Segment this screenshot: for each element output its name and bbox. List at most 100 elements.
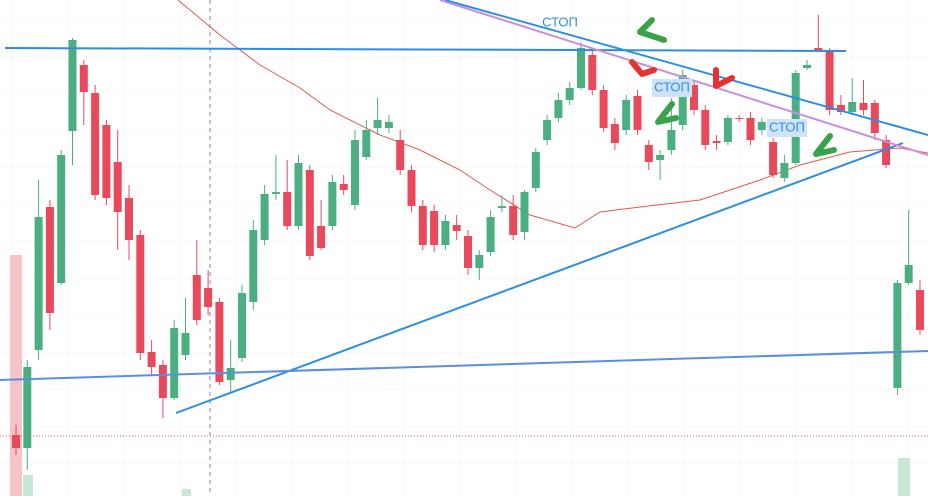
candle-body <box>667 130 676 150</box>
candle-body <box>565 88 574 100</box>
arrow <box>655 101 679 125</box>
candle-body <box>520 192 529 232</box>
candle-body <box>204 288 213 307</box>
annotation-box <box>767 119 807 137</box>
candle-body <box>294 163 303 226</box>
candle-body <box>904 265 913 283</box>
candle-body <box>622 100 631 130</box>
candles <box>12 15 924 470</box>
arrow <box>637 17 667 43</box>
drawings <box>0 0 928 414</box>
candle-body <box>418 206 427 245</box>
candle-body <box>328 182 337 226</box>
candle-body <box>554 100 563 118</box>
trend-line <box>175 142 904 414</box>
candle-body <box>690 85 698 110</box>
candle-body <box>158 365 167 398</box>
candle-body <box>68 40 77 131</box>
candle-body <box>475 255 484 268</box>
candle-body <box>441 221 450 245</box>
candle-body <box>407 170 416 206</box>
candle-body <box>735 118 744 119</box>
candle-body <box>238 293 246 358</box>
candle-body <box>317 226 326 248</box>
candle-body <box>757 122 766 130</box>
candle-body <box>599 90 608 128</box>
trend-line <box>439 0 928 156</box>
annotation: СТОП <box>769 119 805 134</box>
candle-body <box>825 50 834 110</box>
candle-body <box>102 125 111 198</box>
volume-bar <box>10 255 22 496</box>
candle-body <box>79 65 88 92</box>
candle-body <box>678 75 687 125</box>
candle-body <box>339 184 348 190</box>
arrows <box>629 17 837 157</box>
candle-body <box>34 217 43 350</box>
candle-body <box>249 230 258 302</box>
volume-bar <box>898 458 910 496</box>
candle-body <box>91 93 100 195</box>
candle-body <box>464 236 472 268</box>
candle-body <box>644 145 653 162</box>
candle-body <box>701 110 710 145</box>
candle-body <box>384 122 393 128</box>
candle-body <box>769 142 778 175</box>
candle-body <box>882 140 891 165</box>
arrow <box>629 59 657 77</box>
candle-body <box>396 140 405 170</box>
candle-body <box>23 367 32 448</box>
volume-bar <box>23 475 33 496</box>
candle-body <box>45 207 54 313</box>
candle-body <box>870 103 879 133</box>
candle-body <box>305 170 314 256</box>
candle-body <box>271 192 280 194</box>
candle-body <box>147 352 156 367</box>
candle-body <box>430 211 439 245</box>
candle-body <box>57 155 66 283</box>
candle-body <box>848 102 857 112</box>
arrow <box>713 67 735 89</box>
candle-body <box>486 217 495 252</box>
annotation: СТОП <box>542 14 578 29</box>
volume-bar <box>182 489 191 496</box>
candle-body <box>723 118 732 142</box>
candle-body <box>113 162 122 212</box>
candle-body <box>181 333 190 355</box>
candle-body <box>791 73 800 163</box>
candle-body <box>125 198 133 240</box>
trend-line <box>444 0 928 136</box>
candle-body <box>170 328 179 398</box>
candle-body <box>452 225 461 231</box>
candle-body <box>543 120 552 140</box>
candle-body <box>577 48 585 88</box>
annotation: СТОП <box>654 79 690 94</box>
candle-body <box>136 235 145 353</box>
candle-body <box>610 124 619 143</box>
candle-body <box>588 55 597 90</box>
candle-body <box>814 48 823 50</box>
candle-body <box>362 130 371 157</box>
candle-body <box>226 368 235 380</box>
candle-body <box>12 435 20 448</box>
arrow <box>813 133 837 157</box>
candle-body <box>633 96 642 130</box>
moving-average <box>177 0 928 229</box>
candle-body <box>497 206 506 208</box>
candle-body <box>712 141 721 143</box>
candle-body <box>215 302 224 382</box>
candle-body <box>803 65 811 68</box>
candle-body <box>859 103 868 110</box>
candle-body <box>531 152 540 188</box>
annotation-box <box>652 79 692 97</box>
candle-body <box>916 290 924 330</box>
candle-body <box>283 192 292 226</box>
candle-body <box>192 275 201 320</box>
candle-body <box>746 118 755 140</box>
candle-body <box>656 155 665 160</box>
candle-body <box>373 120 382 128</box>
candle-body <box>351 140 359 205</box>
candle-body <box>260 194 269 240</box>
trend-line <box>4 47 847 52</box>
